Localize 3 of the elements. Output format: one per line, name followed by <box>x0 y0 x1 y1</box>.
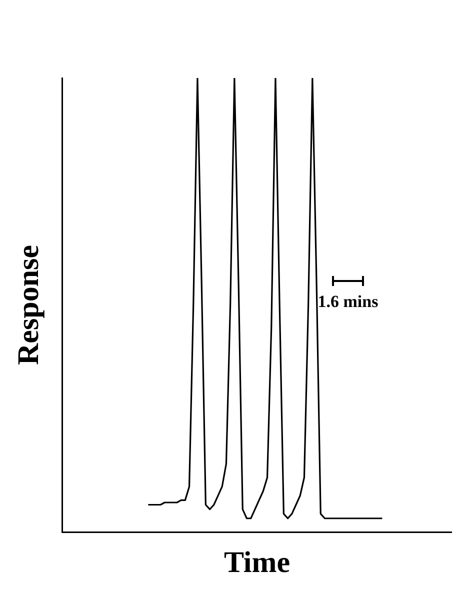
x-axis-title: Time <box>224 546 290 579</box>
y-axis-title: Response <box>12 244 45 366</box>
annotation: 1.6 mins <box>318 292 378 311</box>
